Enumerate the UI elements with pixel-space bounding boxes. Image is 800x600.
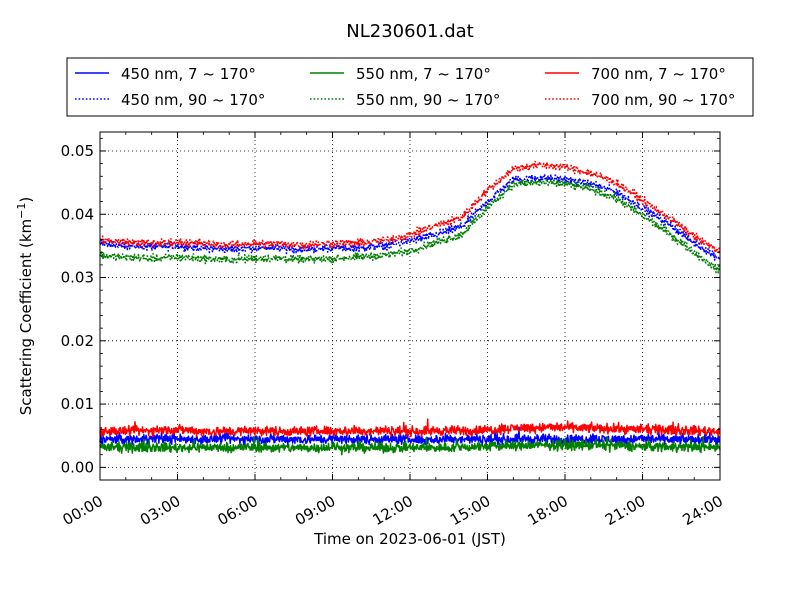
x-tick-label: 18:00 [525, 492, 571, 529]
y-axis-label-exponent: −1 [15, 203, 28, 219]
x-tick-label: 12:00 [370, 492, 416, 529]
legend-label: 450 nm, 7 ~ 170° [121, 65, 256, 83]
legend-label: 550 nm, 90 ~ 170° [356, 91, 500, 109]
x-tick-label: 15:00 [447, 492, 493, 529]
legend-label: 700 nm, 7 ~ 170° [591, 65, 726, 83]
series-line [99, 160, 721, 255]
y-tick-label: 0.01 [61, 395, 94, 413]
legend: 450 nm, 7 ~ 170° 450 nm, 90 ~ 170° 550 nm,… [66, 57, 754, 117]
series-line [99, 177, 721, 274]
legend-label: 550 nm, 7 ~ 170° [356, 65, 491, 83]
y-tick-label: 0.03 [61, 269, 94, 287]
x-tick-labels: 00:00 03:00 06:00 09:00 12:00 15:00 18:00 21:00… [60, 492, 726, 529]
y-axis-label: Scattering Coefficient (km−1) [15, 197, 35, 416]
y-axis-label-main: Scattering Coefficient (km [17, 219, 35, 415]
series-line [99, 435, 721, 456]
series-line [99, 418, 721, 438]
y-axis-label-close: ) [17, 197, 35, 203]
legend-label: 700 nm, 90 ~ 170° [591, 91, 735, 109]
chart-title: NL230601.dat [346, 21, 473, 42]
x-tick-label: 03:00 [137, 492, 183, 529]
x-tick-label: 24:00 [680, 492, 726, 529]
y-tick-label: 0.00 [61, 458, 94, 476]
legend-box [66, 57, 754, 117]
series-line [99, 426, 721, 447]
x-tick-label: 00:00 [60, 492, 106, 529]
x-tick-label: 06:00 [215, 492, 261, 529]
plot-area [99, 131, 721, 481]
series-layer [99, 160, 721, 456]
y-tick-label: 0.02 [61, 332, 94, 350]
grid [99, 132, 721, 480]
y-tick-label: 0.04 [61, 205, 94, 223]
x-axis-label: Time on 2023-06-01 (JST) [313, 530, 506, 548]
x-tick-label: 09:00 [292, 492, 338, 529]
ticks [99, 132, 721, 480]
series-line [99, 173, 721, 261]
y-tick-label: 0.05 [61, 142, 94, 160]
y-tick-labels: 0.00 0.01 0.02 0.03 0.04 0.05 [61, 142, 94, 476]
x-tick-label: 21:00 [602, 492, 648, 529]
legend-label: 450 nm, 90 ~ 170° [121, 91, 265, 109]
